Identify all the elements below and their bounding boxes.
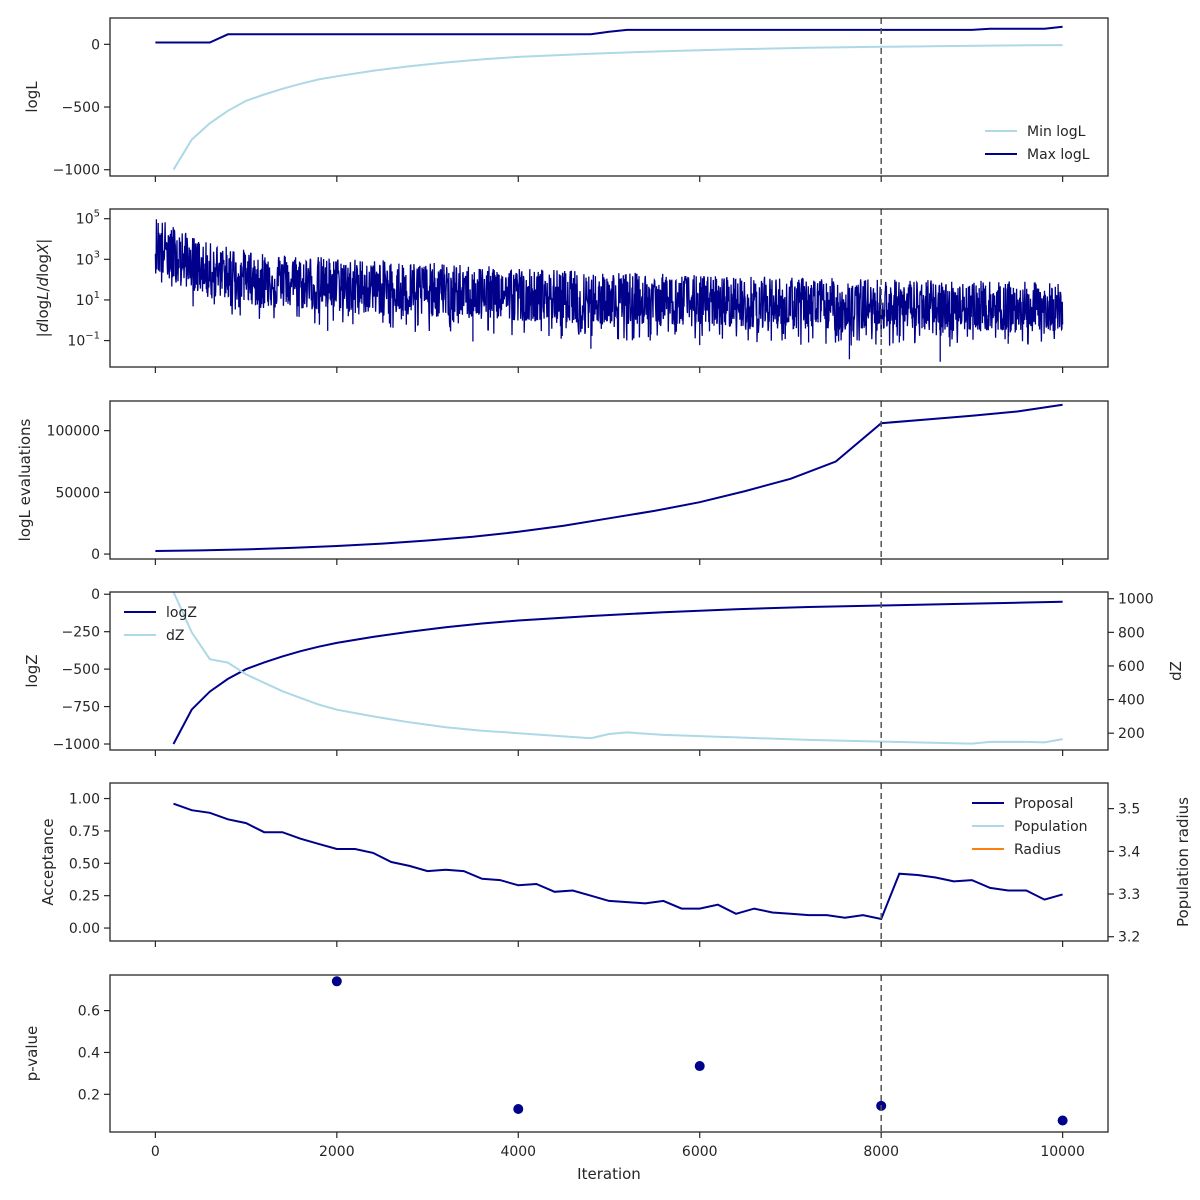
y-tick-label: 0.50: [69, 856, 100, 872]
y-right-tick-label: 3.2: [1118, 930, 1140, 946]
y-tick-label: 0.25: [69, 889, 100, 905]
axes-frame: [109, 974, 1109, 1133]
legend-label: dZ: [166, 628, 184, 644]
legend-label: Population: [1014, 819, 1088, 835]
plot-area: [173, 802, 1063, 921]
axes-frame: [109, 17, 1109, 177]
panel-3: 0 50000 100000 logL evaluations: [16, 400, 1109, 565]
plot-area: [331, 976, 1068, 1126]
plot-area: [172, 592, 1063, 745]
y-axis-label: p-value: [23, 1026, 41, 1082]
y-right-tick-label: 3.5: [1118, 802, 1140, 818]
legend-label: logZ: [166, 605, 197, 621]
y-tick-label: 0: [91, 37, 100, 53]
y-right-tick-label: 1000: [1118, 592, 1154, 608]
panel-1: −1000 −500 0 logL Min logL Max logL: [23, 17, 1109, 182]
legend: Proposal Population Radius: [972, 796, 1088, 858]
x-tick-label: 8000: [863, 1144, 899, 1160]
plot-area: [155, 403, 1063, 552]
legend-label: Min logL: [1027, 124, 1086, 140]
panel-5: 0.00 0.25 0.50 0.75 1.00 3.2 3.3 3.4 3.5 Acceptan…: [39, 782, 1192, 947]
series-line-logz: [172, 600, 1063, 745]
x-tick-label: 4000: [500, 1144, 536, 1160]
axes-frame: [109, 208, 1109, 368]
y-tick-label: 1.00: [69, 792, 100, 808]
y-tick-label: 10−1: [67, 331, 100, 350]
x-tick-label: 2000: [319, 1144, 355, 1160]
y-tick-label: 101: [76, 290, 100, 309]
panel-4: −1000 −750 −500 −250 0 200 400 600 800 1000 logZ dZ…: [23, 587, 1185, 756]
y-tick-label: 103: [76, 249, 100, 268]
x-axis-label: Iteration: [577, 1165, 641, 1183]
y-tick-label: 0: [91, 547, 100, 563]
y-tick-label: 0.6: [78, 1004, 100, 1020]
y-right-tick-label: 400: [1118, 693, 1145, 709]
y-right-tick-label: 3.3: [1118, 887, 1140, 903]
x-tick-label: 10000: [1040, 1144, 1085, 1160]
y-right-tick-label: 600: [1118, 659, 1145, 675]
y-right-tick-label: 3.4: [1118, 844, 1140, 860]
y-tick-label: −1000: [53, 737, 100, 753]
legend: logZ dZ: [124, 605, 197, 644]
legend-label: Radius: [1014, 842, 1061, 858]
y-tick-label: 0.00: [69, 921, 100, 937]
y-tick-label: −500: [62, 662, 100, 678]
series-line-derivative: [154, 219, 1064, 362]
y-right-axis-label: Population radius: [1174, 797, 1192, 927]
y-axis-label: logL evaluations: [16, 418, 34, 541]
y-tick-label: 105: [76, 209, 100, 228]
plot-area: [154, 219, 1064, 362]
series-line-proposal: [173, 802, 1063, 921]
axes-frame: [109, 591, 1109, 751]
y-tick-label: 0.75: [69, 824, 100, 840]
y-right-tick-label: 200: [1118, 726, 1145, 742]
legend-label: Proposal: [1014, 796, 1073, 812]
axes-frame: [109, 400, 1109, 560]
y-tick-label: −500: [62, 100, 100, 116]
series-line-max-logl: [155, 25, 1063, 44]
y-tick-label: 0: [91, 587, 100, 603]
x-tick-label: 6000: [682, 1144, 718, 1160]
y-tick-label: 0.2: [78, 1087, 100, 1103]
legend: Min logL Max logL: [985, 124, 1090, 163]
series-line-min-logl: [172, 44, 1063, 171]
data-point: [513, 1103, 524, 1114]
y-right-tick-label: 800: [1118, 625, 1145, 641]
y-tick-label: 50000: [55, 485, 100, 501]
y-tick-label: 100000: [47, 424, 100, 440]
y-axis-label: logZ: [23, 654, 41, 687]
panel-2: 10−1 101 103 105 |dlogL/dlogX|: [34, 208, 1109, 373]
y-tick-label: −750: [62, 700, 100, 716]
y-right-axis-label: dZ: [1167, 661, 1185, 681]
data-point: [331, 976, 342, 987]
y-axis-label: logL: [23, 81, 41, 113]
y-tick-label: −1000: [53, 163, 100, 179]
series-line-0: [155, 403, 1063, 552]
x-tick-label: 0: [151, 1144, 160, 1160]
y-axis-label: |dlogL/dlogX|: [34, 239, 52, 338]
legend-label: Max logL: [1027, 147, 1090, 163]
y-tick-label: −250: [62, 625, 100, 641]
data-point: [1057, 1115, 1068, 1126]
plot-area: [155, 25, 1063, 171]
y-tick-label: 0.4: [78, 1045, 100, 1061]
y-axis-label: Acceptance: [39, 818, 57, 905]
panel-6: 0.2 0.4 0.6 0 2000 4000 6000 8000 10000 Iteration…: [23, 974, 1109, 1183]
axes-frame: [109, 782, 1109, 942]
data-point: [694, 1061, 705, 1072]
series-line-dz: [172, 592, 1063, 745]
